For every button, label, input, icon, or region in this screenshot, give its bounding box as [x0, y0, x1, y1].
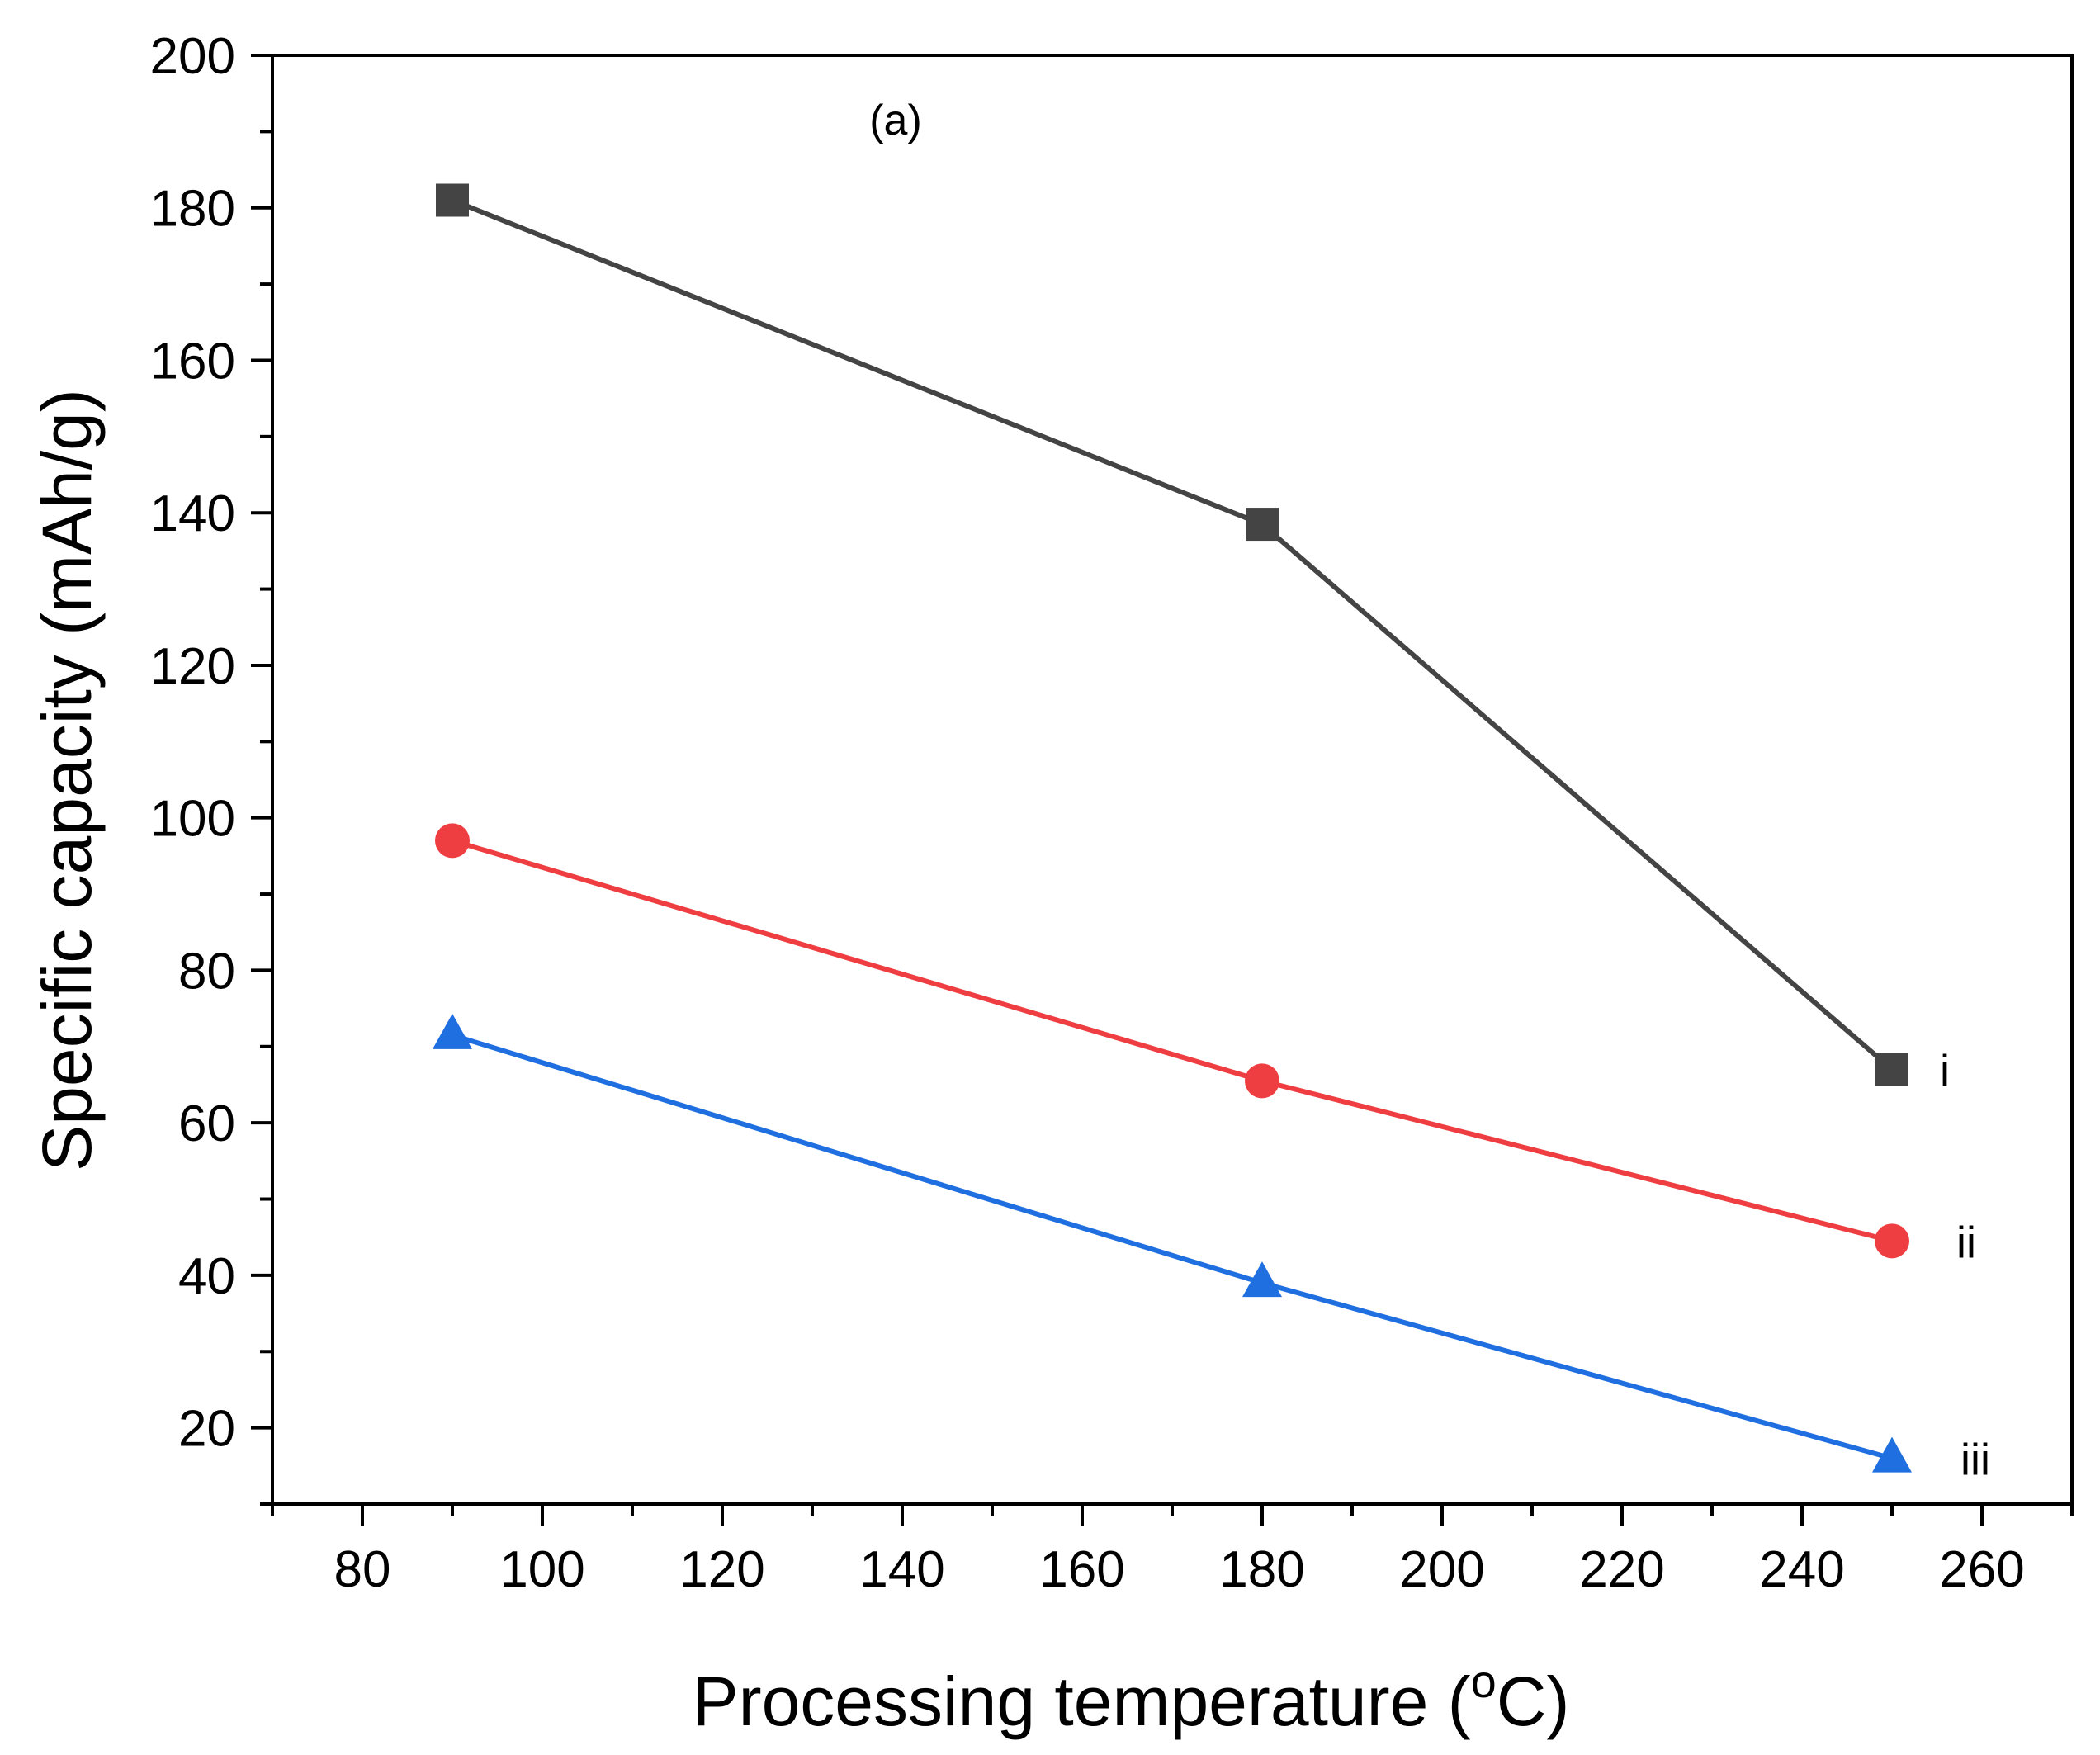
series-iii [433, 1013, 1912, 1473]
y-tick-label: 200 [150, 28, 235, 85]
series-label-iii: iii [1960, 1436, 1990, 1485]
x-axis-title-main: Processing temperature ( [693, 1663, 1471, 1740]
y-tick-label: 20 [178, 1401, 235, 1458]
data-point [1875, 1053, 1908, 1086]
panel-annotation: (a) [869, 97, 922, 144]
x-tick-label: 200 [1399, 1541, 1484, 1598]
series-label-i: i [1940, 1047, 1950, 1096]
series-line [452, 838, 1893, 1244]
x-tick-label: 220 [1579, 1541, 1664, 1598]
y-tick-label: 80 [178, 943, 235, 1000]
series-line [452, 1033, 1893, 1461]
x-tick-label: 160 [1039, 1541, 1124, 1598]
series-ii [435, 823, 1909, 1259]
data-point [1246, 508, 1279, 542]
y-tick-label: 100 [150, 791, 235, 848]
x-tick-label: 100 [499, 1541, 584, 1598]
x-tick-label: 120 [679, 1541, 764, 1598]
y-tick-label: 40 [178, 1248, 235, 1305]
series-line [451, 197, 1894, 1071]
x-tick-label: 180 [1219, 1541, 1304, 1598]
y-tick-label: 140 [150, 485, 235, 542]
y-axis-title: Specific capacity (mAh/g) [28, 389, 106, 1171]
x-axis-title-suffix: C) [1497, 1663, 1570, 1740]
y-tick-label: 160 [150, 333, 235, 390]
x-tick-label: 260 [1939, 1541, 2024, 1598]
data-point [1872, 1436, 1912, 1473]
x-axis-title: Processing temperature (oC) [693, 1655, 1570, 1740]
data-point [1242, 1261, 1282, 1298]
x-axis-title-sup: o [1471, 1655, 1497, 1707]
x-tick-label: 80 [334, 1541, 391, 1598]
y-axis-ticks: 20 40 60 80 100 120 140 160 180 200 [150, 28, 272, 1506]
data-point [436, 183, 469, 217]
series-layer [433, 183, 1912, 1473]
data-point [1875, 1223, 1909, 1259]
plot-frame [271, 54, 2074, 1506]
data-point [435, 823, 470, 859]
data-point [1245, 1063, 1279, 1099]
x-tick-label: 140 [859, 1541, 944, 1598]
y-tick-label: 60 [178, 1095, 235, 1152]
series-label-ii: ii [1956, 1218, 1976, 1267]
y-tick-label: 180 [150, 181, 235, 238]
x-tick-label: 240 [1759, 1541, 1844, 1598]
x-axis-ticks: 80 100 120 140 160 180 200 220 240 260 [271, 1504, 2074, 1598]
y-tick-label: 120 [150, 638, 235, 695]
series-i [436, 183, 1908, 1086]
data-point [433, 1013, 472, 1049]
